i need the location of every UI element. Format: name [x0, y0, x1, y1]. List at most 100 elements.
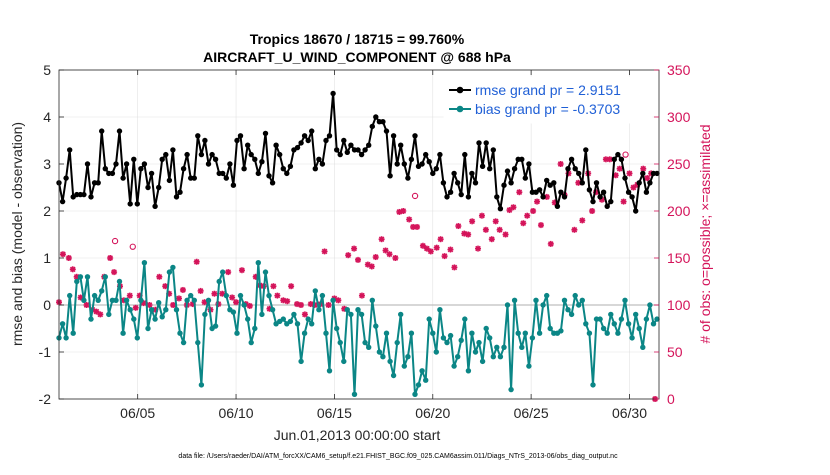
rmse-point [597, 194, 603, 200]
chart-title-line2: AIRCRAFT_U_WIND_COMPONENT @ 688 hPa [203, 49, 511, 65]
rmse-point [269, 180, 276, 186]
bias-point [390, 372, 397, 379]
bias-point [572, 292, 578, 299]
rmse-point [611, 156, 617, 162]
bias-point [173, 307, 180, 313]
rmse-point [568, 156, 575, 162]
obs-assimilated-marker [325, 302, 332, 308]
bias-point [423, 377, 429, 383]
bias-point [398, 311, 404, 318]
obs-assimilated-marker [111, 269, 118, 276]
rmse-point [230, 182, 237, 188]
bias-point [255, 260, 261, 266]
obs-assimilated-marker [211, 290, 218, 297]
bias-point [287, 318, 294, 325]
rmse-point [583, 147, 589, 153]
rmse-point [323, 137, 329, 144]
bias-point [643, 316, 650, 322]
bias-point [433, 349, 439, 355]
bias-point [636, 325, 642, 332]
obs-assimilated-marker [132, 304, 139, 311]
bias-point [81, 297, 87, 303]
bias-point [533, 297, 539, 303]
rmse-point [301, 133, 308, 139]
bias-point [156, 300, 162, 306]
rmse-point [647, 180, 653, 186]
rmse-point [522, 175, 528, 181]
bias-point [366, 344, 372, 350]
y-tick-label: 1 [43, 250, 51, 266]
rmse-point [430, 170, 436, 177]
obs-assimilated-marker [537, 222, 544, 229]
obs-assimilated-marker [520, 220, 527, 227]
rmse-point [284, 170, 290, 177]
rmse-point [433, 166, 439, 172]
y2-axis-ticks: 0 50 100 150 200 250 300 350 [654, 62, 691, 407]
obs-assimilated-marker [644, 175, 651, 182]
bias-point [334, 325, 340, 332]
rmse-point [625, 189, 632, 195]
rmse-point [455, 180, 461, 186]
bias-point [487, 335, 493, 341]
bias-point [348, 311, 354, 318]
rmse-point [255, 170, 261, 177]
obs-assimilated-marker [437, 236, 444, 243]
bias-point [600, 325, 607, 332]
rmse-point [184, 151, 190, 158]
bias-point [640, 344, 646, 350]
rmse-point [572, 166, 578, 172]
bias-point [508, 386, 514, 393]
rmse-point [138, 166, 144, 172]
y2-tick-label: 100 [667, 297, 691, 313]
obs-possible-marker [411, 192, 419, 200]
bias-point [120, 330, 126, 336]
bias-point [355, 307, 361, 313]
bias-point [369, 297, 375, 303]
rmse-point [180, 166, 187, 172]
bias-point [394, 339, 400, 346]
legend: rmse grand pr = 2.9151 bias grand pr = -… [443, 76, 653, 124]
bias-point [177, 330, 183, 336]
bias-point [490, 354, 496, 360]
rmse-point [245, 142, 251, 148]
bias-point [650, 321, 657, 327]
bias-point [188, 292, 194, 299]
bias-series [56, 260, 660, 397]
obs-assimilated-marker [589, 208, 596, 214]
bias-point [266, 292, 272, 299]
bias-point [180, 339, 187, 346]
bias-point [326, 368, 333, 374]
rmse-point [558, 189, 564, 195]
bias-point [501, 344, 507, 350]
bias-point [88, 316, 94, 322]
obs-assimilated-marker [427, 248, 434, 255]
rmse-point [469, 170, 475, 177]
bias-point [259, 311, 265, 318]
rmse-point [444, 194, 450, 200]
bias-point [316, 307, 322, 313]
obs-assimilated-marker [640, 165, 647, 172]
obs-assimilated-marker [510, 204, 517, 211]
bias-point [469, 330, 475, 336]
y-axis-label: rmse and bias (model - observation) [9, 122, 25, 346]
bias-point [586, 330, 593, 336]
bias-point [95, 297, 101, 303]
obs-assimilated-marker [482, 226, 489, 233]
obs-assimilated-marker [534, 198, 541, 205]
bias-point [647, 302, 653, 308]
obs-assimilated-marker [475, 245, 482, 252]
bias-point [245, 316, 251, 322]
bias-point [462, 316, 468, 322]
rmse-point [348, 142, 354, 148]
rmse-point [131, 156, 137, 162]
rmse-point [615, 151, 621, 158]
obs-assimilated-marker [557, 161, 564, 167]
obs-assimilated-marker [225, 269, 232, 276]
bias-point [191, 297, 197, 303]
bias-point [611, 321, 617, 327]
bias-point [337, 339, 343, 346]
obs-assimilated-marker [126, 292, 133, 299]
obs-assimilated-marker [355, 256, 362, 263]
y2-tick-label: 300 [667, 109, 691, 125]
rmse-point [640, 170, 646, 177]
